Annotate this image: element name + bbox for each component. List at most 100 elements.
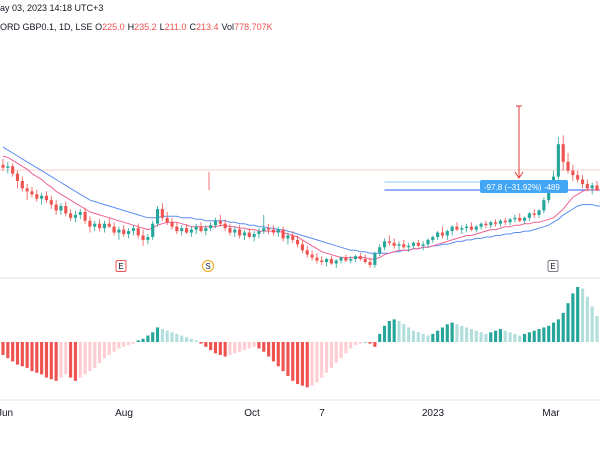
histogram-bar [440,327,445,342]
histogram-bar [387,320,391,342]
candle-body [54,204,58,211]
candle-body [93,223,97,227]
candle-body [233,229,237,233]
candle-body [344,257,348,261]
histogram-bar [334,342,338,364]
candle-body [450,226,454,232]
candle-body [257,231,261,235]
candle-body [155,208,160,224]
histogram-bar [242,342,247,351]
candle-body [223,223,227,229]
candle-body [40,195,44,199]
candle-body [276,229,280,233]
candle-body [305,250,309,255]
histogram-bar [83,342,87,375]
badge-label: E [118,262,123,271]
histogram-bar [561,312,565,342]
histogram-bar [378,333,382,342]
candle-body [571,170,575,176]
candle-body [175,226,179,232]
candle-body [421,244,425,246]
candle-body [112,226,116,233]
split-badge[interactable] [202,260,214,272]
histogram-bar [281,342,285,372]
candle-body [180,228,184,232]
candle-body [397,244,401,246]
histogram-bar [300,342,304,386]
histogram-bar [11,342,15,362]
candle-body [238,229,242,236]
candle-body [445,231,449,236]
candle-body [184,228,189,233]
ohlc-label: H [127,22,135,32]
x-axis-tick-label: 2023 [422,408,445,419]
candle-body [460,228,464,230]
candle-body [494,222,498,224]
histogram-bar [223,342,227,357]
ohlc-values: O225.0 H235.2 L211.0 C213.4 Vol778.707K [95,22,276,32]
candle-body [88,220,92,227]
histogram-bar [131,342,135,344]
histogram-bar [15,342,20,365]
candle-body [407,245,411,248]
histogram-bar [257,342,261,349]
histogram-bar [238,342,242,352]
histogram-bar [392,319,396,342]
histogram-bar [233,342,237,354]
candle-body [585,183,589,189]
histogram-bar [165,330,169,342]
histogram-bar [551,322,556,342]
earnings-badge[interactable] [547,260,559,272]
candle-body [6,166,10,168]
candle-body [566,161,570,171]
candle-body [267,228,271,230]
histogram-bar [20,342,24,367]
candle-body [213,220,218,226]
measure-label: -97.8 (−31.92%) -489 [484,183,560,192]
histogram-bar [397,320,401,342]
candle-body [242,232,247,236]
candle-body [49,200,53,205]
candle-body [271,229,276,233]
candle-body [102,223,106,229]
histogram-bar [276,342,280,367]
histogram-bar [102,342,106,359]
candle-body [15,173,20,181]
histogram-bar [494,330,498,342]
candle-body [576,175,580,180]
candle-body [436,232,440,237]
histogram-bar [416,332,420,342]
histogram-bar [474,330,478,342]
fast-ma-line [2,155,600,260]
histogram-bar [64,342,68,375]
histogram-bar [107,342,111,355]
candle-body [358,256,362,260]
x-axis-tick-label: Aug [115,408,133,419]
candle-body [286,235,290,239]
histogram-bar [218,342,222,355]
histogram-bar [141,338,145,342]
ohlc-value: 213.4 [196,22,219,32]
symbol-ohlc-line: ORD GBP0.1, 1D, LSE O225.0 H235.2 L211.0 C2… [0,22,276,32]
histogram-bar [542,327,546,342]
candle-body [339,257,343,261]
histogram-bar [595,316,599,342]
ohlc-label: C [189,22,197,32]
histogram-bar [194,340,198,342]
candle-body [83,211,87,221]
candle-body [416,242,420,246]
measure-label-box [480,180,568,193]
earnings-badge[interactable] [115,260,127,272]
candle-body [310,254,314,258]
histogram-bar [402,324,406,342]
x-axis-tick-label: Jun [0,408,13,419]
candle-body [1,164,5,168]
candle-body [146,236,150,240]
candle-body [189,229,193,233]
histogram-bar [320,342,324,378]
candle-body [247,232,251,237]
candle-body [387,241,391,243]
candle-body [209,225,213,229]
candle-body [59,206,63,211]
